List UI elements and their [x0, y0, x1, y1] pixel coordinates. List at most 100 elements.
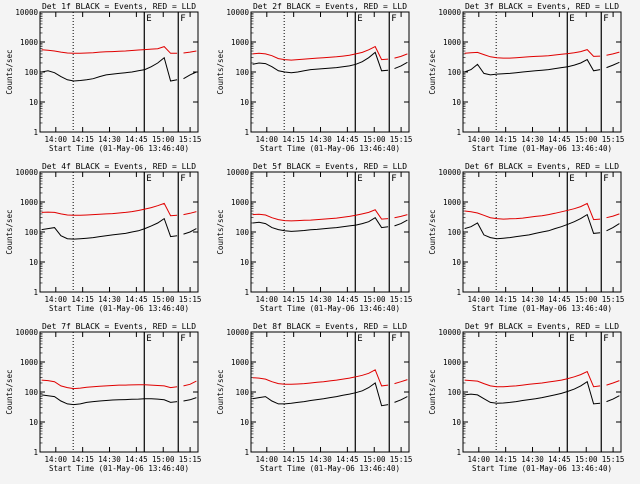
- x-tick-label: 15:15: [602, 135, 625, 144]
- x-tick-label: 14:30: [309, 295, 332, 304]
- x-tick-label: 15:00: [363, 455, 386, 464]
- y-tick-label: 1: [33, 128, 38, 137]
- x-tick-label: 14:00: [256, 135, 279, 144]
- x-tick-label: 15:15: [179, 295, 202, 304]
- y-tick-label: 10: [452, 258, 462, 267]
- plot-frame: [39, 331, 199, 453]
- x-tick-label: 14:45: [336, 455, 359, 464]
- y-tick-label: 1: [33, 288, 38, 297]
- y-tick-label: 1000: [20, 38, 39, 47]
- y-tick-label: 100: [447, 228, 461, 237]
- y-tick-label: 100: [24, 388, 38, 397]
- series-line-lld: [41, 202, 178, 217]
- x-axis-label: Start Time (01-May-06 13:46:40): [472, 304, 612, 313]
- y-axis-label: Counts/sec: [216, 369, 225, 414]
- y-tick-label: 1: [33, 448, 38, 457]
- y-tick-label: 100: [235, 228, 249, 237]
- series-line-lld: [41, 46, 178, 54]
- x-tick-label: 14:00: [256, 295, 279, 304]
- chart-title: Det 1f BLACK = Events, RED = LLD: [42, 2, 196, 11]
- series-line-lld: [606, 213, 620, 219]
- y-tick-label: 10: [240, 98, 250, 107]
- plot-frame: [250, 331, 410, 453]
- y-tick-label: 1: [244, 128, 249, 137]
- series-line-events: [464, 213, 601, 240]
- x-tick-label: 14:45: [548, 455, 571, 464]
- x-axis-label: Start Time (01-May-06 13:46:40): [49, 144, 189, 153]
- x-tick-label: 15:15: [602, 295, 625, 304]
- y-tick-label: 1000: [443, 198, 462, 207]
- y-tick-label: 1: [456, 448, 461, 457]
- series-line-lld: [394, 53, 408, 59]
- x-axis-label: Start Time (01-May-06 13:46:40): [472, 144, 612, 153]
- y-tick-label: 1000: [20, 358, 39, 367]
- x-axis-label: Start Time (01-May-06 13:46:40): [49, 464, 189, 473]
- y-tick-label: 100: [24, 228, 38, 237]
- y-axis-label: Counts/sec: [216, 209, 225, 254]
- x-tick-label: 14:15: [71, 135, 94, 144]
- x-tick-label: 14:30: [521, 455, 544, 464]
- marker-label: F: [391, 174, 396, 184]
- series-line-events: [183, 71, 197, 80]
- y-tick-label: 10: [29, 258, 39, 267]
- series-line-lld: [464, 202, 601, 221]
- marker-label: E: [146, 14, 151, 24]
- panel-det-2: Det 2f BLACK = Events, RED = LLD 1 10 100 10…: [216, 2, 412, 153]
- marker-label: F: [603, 174, 608, 184]
- series-line-lld: [464, 370, 601, 388]
- x-tick-label: 14:30: [521, 135, 544, 144]
- x-axis-label: Start Time (01-May-06 13:46:40): [260, 464, 400, 473]
- panel-det-4: Det 4f BLACK = Events, RED = LLD 1 10 100 10…: [5, 162, 201, 313]
- y-tick-label: 100: [447, 68, 461, 77]
- x-tick-label: 14:30: [521, 295, 544, 304]
- panel-det-3: Det 3f BLACK = Events, RED = LLD 1 10 100 10…: [428, 2, 624, 153]
- x-tick-label: 14:30: [98, 455, 121, 464]
- y-tick-label: 10000: [15, 168, 38, 177]
- x-tick-label: 14:15: [494, 455, 517, 464]
- marker-label: E: [357, 334, 362, 344]
- panel-det-6: Det 6f BLACK = Events, RED = LLD 1 10 100 10…: [428, 162, 624, 313]
- plot-frame: [250, 11, 410, 133]
- y-axis-label: Counts/sec: [216, 49, 225, 94]
- y-axis-label: Counts/sec: [428, 369, 437, 414]
- y-tick-label: 1000: [443, 358, 462, 367]
- marker-label: F: [391, 14, 396, 24]
- chart-title: Det 3f BLACK = Events, RED = LLD: [465, 2, 619, 11]
- series-line-lld: [606, 380, 620, 386]
- plot-frame: [462, 331, 622, 453]
- x-tick-label: 15:15: [390, 295, 413, 304]
- series-line-events: [464, 380, 601, 405]
- y-tick-label: 10000: [226, 328, 249, 337]
- marker-label: F: [603, 14, 608, 24]
- marker-label: F: [180, 174, 185, 184]
- x-tick-label: 14:15: [494, 135, 517, 144]
- plot-frame: [39, 171, 199, 293]
- marker-label: E: [569, 14, 574, 24]
- panel-det-8: Det 8f BLACK = Events, RED = LLD 1 10 100 10…: [216, 322, 412, 473]
- x-tick-label: 14:45: [548, 295, 571, 304]
- y-tick-label: 10000: [438, 8, 461, 17]
- series-line-events: [606, 61, 620, 69]
- x-tick-label: 14:15: [71, 295, 94, 304]
- series-line-lld: [183, 380, 197, 387]
- marker-label: F: [180, 14, 185, 24]
- y-tick-label: 100: [447, 388, 461, 397]
- y-tick-label: 10: [240, 258, 250, 267]
- y-axis-label: Counts/sec: [5, 369, 14, 414]
- series-line-events: [41, 217, 178, 240]
- marker-label: F: [603, 334, 608, 344]
- x-tick-label: 15:15: [602, 455, 625, 464]
- series-line-events: [606, 223, 620, 232]
- series-line-events: [252, 217, 389, 232]
- marker-label: E: [569, 174, 574, 184]
- y-tick-label: 1000: [443, 38, 462, 47]
- x-tick-label: 14:00: [468, 455, 491, 464]
- chart-title: Det 6f BLACK = Events, RED = LLD: [465, 162, 619, 171]
- x-tick-label: 15:00: [363, 135, 386, 144]
- x-tick-label: 14:15: [494, 295, 517, 304]
- marker-label: E: [357, 14, 362, 24]
- x-tick-label: 15:00: [363, 295, 386, 304]
- series-line-events: [41, 56, 178, 82]
- chart-title: Det 8f BLACK = Events, RED = LLD: [253, 322, 407, 331]
- y-tick-label: 1: [456, 128, 461, 137]
